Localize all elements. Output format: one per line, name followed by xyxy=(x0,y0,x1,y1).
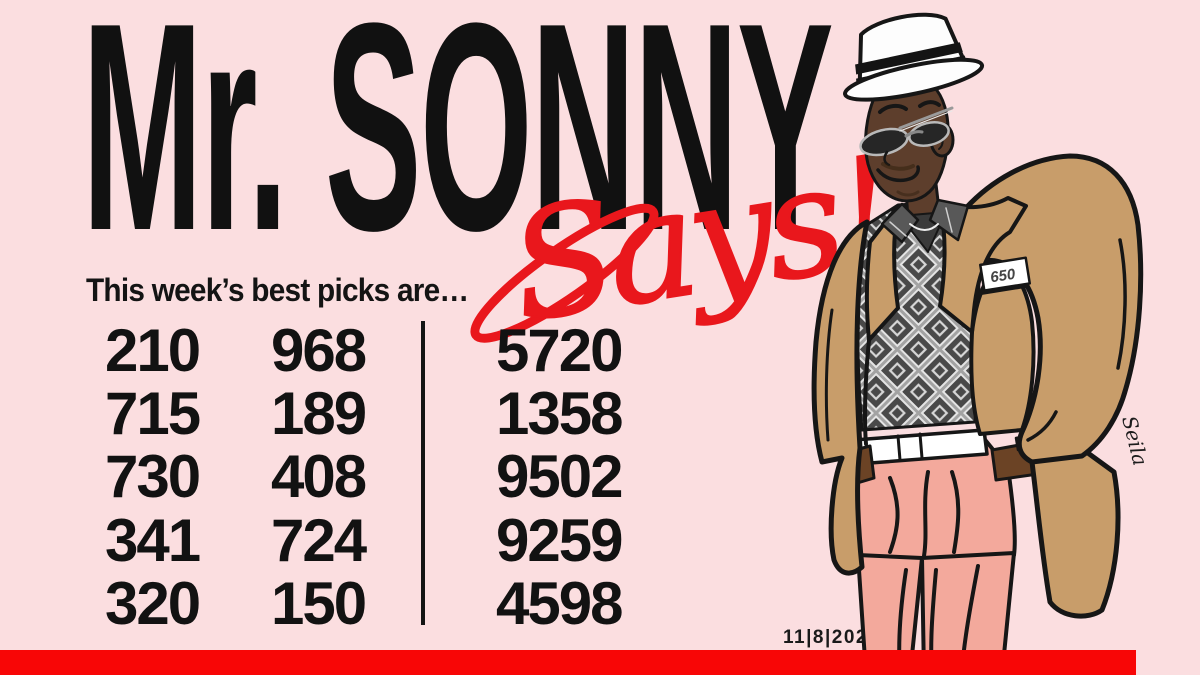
pick-number: 189 xyxy=(271,380,367,448)
date-stamp: 11|8|2023 xyxy=(783,627,881,648)
subtitle: This week’s best picks are… xyxy=(86,272,469,308)
collar-stripes xyxy=(889,207,953,237)
jacket-open-edge xyxy=(863,338,871,446)
picks-column-3: 5720 1358 9502 9259 4598 xyxy=(496,317,623,637)
chin-shadow xyxy=(896,190,920,197)
pick-number: 1358 xyxy=(496,380,623,448)
eyebrows xyxy=(878,100,941,114)
pocket-slit xyxy=(976,284,1030,296)
pants-creases xyxy=(888,470,961,558)
collar-left xyxy=(880,202,920,244)
pick-number: 5720 xyxy=(496,317,623,384)
pick-number: 341 xyxy=(105,506,201,574)
pick-number: 408 xyxy=(271,443,367,511)
column-divider xyxy=(421,321,425,625)
pick-number: 4598 xyxy=(496,569,623,637)
man-illustration: 650 xyxy=(811,12,1153,675)
sunglasses xyxy=(859,106,954,157)
pick-number: 150 xyxy=(271,569,367,637)
ticket-label: 650 xyxy=(989,266,1017,287)
necklace xyxy=(909,223,939,231)
bottom-red-bar xyxy=(0,650,1136,675)
pick-number: 724 xyxy=(271,506,367,574)
pick-number: 715 xyxy=(105,380,201,448)
pick-number: 968 xyxy=(271,317,367,384)
pick-number: 9502 xyxy=(496,443,623,511)
artist-signature: Seila xyxy=(1117,413,1152,468)
pick-number: 9259 xyxy=(496,506,623,574)
belt-buckle xyxy=(896,432,924,462)
fedora-hat xyxy=(843,12,985,102)
pick-number: 210 xyxy=(105,317,201,384)
poster-title: Mr. SONNY xyxy=(82,0,834,292)
picks-column-1: 210 715 730 341 320 xyxy=(105,317,201,637)
jacket-left xyxy=(811,219,870,576)
pants-left-leg xyxy=(856,553,924,675)
jacket-left-fold xyxy=(824,308,834,442)
pick-number: 730 xyxy=(105,443,201,511)
picks-column-2: 968 189 408 724 150 xyxy=(271,317,367,637)
mustache xyxy=(881,162,915,171)
pocket-ticket: 650 xyxy=(979,256,1032,292)
script-swash xyxy=(470,203,659,343)
smile xyxy=(876,165,920,183)
jacket-coat-tail xyxy=(1029,437,1121,619)
pick-number: 320 xyxy=(105,569,201,637)
arm-folds xyxy=(1026,238,1127,442)
